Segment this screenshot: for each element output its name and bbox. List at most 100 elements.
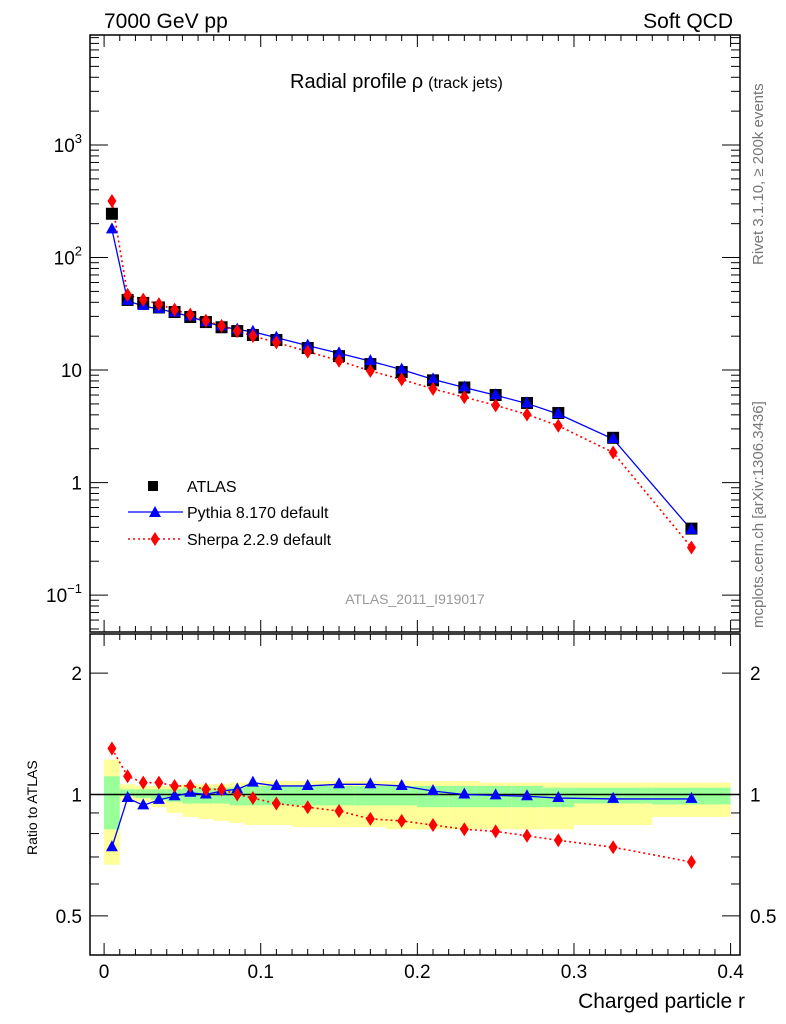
- sherpa-ratio-point: [138, 775, 148, 790]
- pythia-ratio-point: [121, 791, 134, 803]
- legend-marker-pythia: [149, 506, 161, 517]
- sherpa-point: [123, 287, 133, 302]
- band-inner: [323, 785, 355, 806]
- x-tick-label: 0.2: [404, 962, 430, 983]
- sherpa-ratio-point: [170, 778, 180, 793]
- sherpa-point: [334, 353, 344, 368]
- sherpa-point: [201, 313, 211, 328]
- band-inner: [135, 789, 152, 799]
- x-axis-label: Charged particle r: [578, 990, 745, 1013]
- legend-label-atlas: ATLAS: [187, 479, 237, 496]
- y-tick-label: 2: [71, 664, 82, 685]
- pythia-ratio-point: [458, 787, 471, 799]
- y-tick-label: 1: [71, 474, 82, 495]
- x-tick-label: 0.3: [561, 962, 587, 983]
- header-left: 7000 GeV pp: [104, 10, 228, 33]
- pythia-ratio-point: [301, 778, 314, 790]
- pythia-point: [552, 406, 565, 418]
- pythia-ratio-point: [105, 840, 118, 852]
- sherpa-ratio-point: [107, 741, 117, 756]
- band-inner: [260, 785, 293, 806]
- sherpa-ratio-point: [397, 813, 407, 828]
- sherpa-point: [271, 335, 281, 350]
- sherpa-point: [428, 381, 438, 396]
- pythia-ratio-point: [489, 788, 502, 800]
- pythia-ratio-point: [152, 792, 165, 804]
- sherpa-ratio-point: [232, 787, 242, 802]
- pythia-ratio-point: [427, 784, 440, 796]
- sherpa-ratio-point: [686, 855, 696, 870]
- pythia-ratio-point: [607, 791, 620, 803]
- legend-label-pythia: Pythia 8.170 default: [187, 505, 329, 522]
- sherpa-ratio-point: [553, 833, 563, 848]
- sherpa-point: [185, 307, 195, 322]
- legend-marker-atlas: [148, 481, 158, 491]
- y-tick-label: 1: [71, 786, 82, 807]
- y-tick-label: 10: [61, 361, 82, 382]
- main-frame: [89, 34, 741, 633]
- sherpa-point: [232, 324, 242, 339]
- ratio-panel: 0 0.1 0.2 0.3 0.4 0.5 0.5 1 1 2 2 Ratio to ATLAS C…: [24, 633, 776, 1013]
- pythia-point: [427, 372, 440, 384]
- side-rivet: Rivet 3.1.10, ≥ 200k events: [750, 83, 767, 265]
- pythia-point: [333, 346, 346, 358]
- sherpa-ratio-point: [334, 804, 344, 819]
- sherpa-ratio-point: [123, 769, 133, 784]
- legend-marker-sherpa: [150, 532, 160, 546]
- pythia-ratio-line: [111, 781, 692, 848]
- legend: ATLAS Pythia 8.170 default Sherpa 2.2.9 …: [128, 479, 332, 549]
- sherpa-point: [217, 318, 227, 333]
- analysis-id: ATLAS_2011_I919017: [345, 591, 485, 607]
- band-inner: [292, 785, 324, 806]
- atlas-point: [105, 207, 118, 220]
- y-tick-label: 103: [54, 131, 82, 157]
- pythia-ratio-point: [552, 791, 565, 803]
- sherpa-point: [303, 344, 313, 359]
- sherpa-point: [365, 363, 375, 378]
- chart-title: Radial profile ρ (track jets): [290, 71, 503, 93]
- y-tick-label: 102: [54, 244, 82, 270]
- pythia-point: [685, 522, 698, 534]
- sherpa-ratio-point: [201, 782, 211, 797]
- pythia-point: [520, 396, 533, 408]
- sherpa-ratio-point: [428, 818, 438, 833]
- pythia-point: [458, 380, 471, 392]
- y-axis-label: Ratio to ATLAS: [24, 760, 40, 855]
- y-tick-label: 0.5: [56, 907, 82, 928]
- sherpa-ratio-point: [248, 791, 258, 806]
- sherpa-point: [138, 292, 148, 307]
- x-tick-label: 0: [99, 962, 110, 983]
- y-tick-label: 2: [750, 664, 761, 685]
- x-tick-label: 0.1: [248, 962, 274, 983]
- sherpa-point: [459, 390, 469, 405]
- pythia-ratio-point: [137, 798, 150, 810]
- pythia-ratio-point: [685, 791, 698, 803]
- sherpa-point: [170, 302, 180, 317]
- pythia-point: [301, 338, 314, 350]
- pythia-point: [105, 222, 118, 234]
- sherpa-point: [522, 407, 532, 422]
- sherpa-point: [553, 418, 563, 433]
- header-right: Soft QCD: [643, 10, 733, 33]
- sherpa-ratio-line: [111, 748, 692, 863]
- pythia-line: [111, 229, 692, 531]
- sherpa-ratio-point: [365, 811, 375, 826]
- pythia-ratio-point: [246, 775, 259, 787]
- sherpa-ratio-point: [522, 828, 532, 843]
- pythia-ratio-point: [395, 778, 408, 790]
- sherpa-ratio-point: [185, 778, 195, 793]
- sherpa-line: [111, 200, 693, 548]
- pythia-ratio-point: [333, 777, 346, 789]
- sherpa-point: [686, 540, 696, 555]
- sherpa-ratio-point: [271, 796, 281, 811]
- band-inner: [386, 785, 418, 806]
- sherpa-point: [107, 194, 117, 209]
- band-inner: [104, 776, 120, 830]
- pythia-point: [395, 362, 408, 374]
- pythia-ratio-point: [168, 789, 181, 801]
- sherpa-ratio-point: [303, 800, 313, 815]
- pythia-point: [489, 388, 502, 400]
- sherpa-point: [608, 445, 618, 460]
- sherpa-point: [154, 297, 164, 312]
